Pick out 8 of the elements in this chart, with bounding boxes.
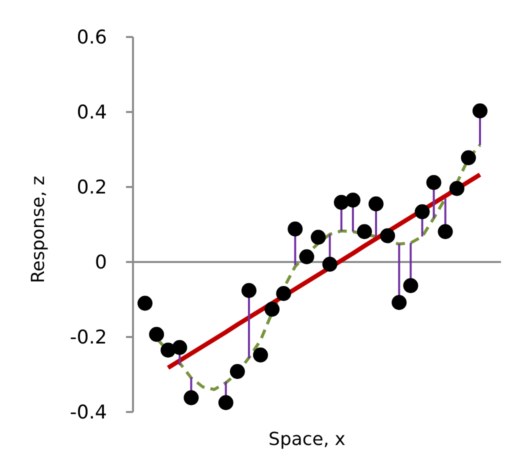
y-axis-title: Response, z [28, 176, 49, 284]
y-tick-label: 0.4 [76, 102, 107, 124]
x-axis-title: Space, x [268, 429, 346, 450]
y-tick-label: 0.6 [76, 26, 107, 49]
y-tick-label: 0 [94, 252, 107, 274]
y-tick-label: -0.2 [70, 326, 107, 349]
y-tick-label: -0.4 [70, 402, 107, 424]
y-tick-label: 0.2 [76, 176, 107, 199]
